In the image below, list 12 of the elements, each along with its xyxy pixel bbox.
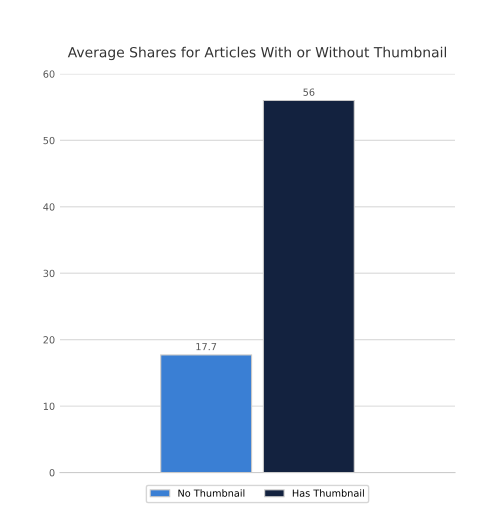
chart-title: Average Shares for Articles With or Without Thumbnail	[68, 46, 446, 60]
y-tick-label: 0	[50, 469, 54, 476]
y-tick-label: 50	[44, 136, 54, 144]
legend-label: No Thumbnail	[178, 489, 244, 497]
y-tick-label: 30	[44, 270, 54, 278]
y-tick-label: 10	[44, 402, 54, 410]
data-label: 56	[303, 88, 314, 96]
legend-label: Has Thumbnail	[292, 489, 364, 497]
y-tick-label: 60	[43, 70, 54, 78]
y-tick-label: 20	[43, 336, 54, 344]
data-label: 17.7	[196, 343, 216, 350]
y-tick-label: 40	[43, 203, 54, 211]
